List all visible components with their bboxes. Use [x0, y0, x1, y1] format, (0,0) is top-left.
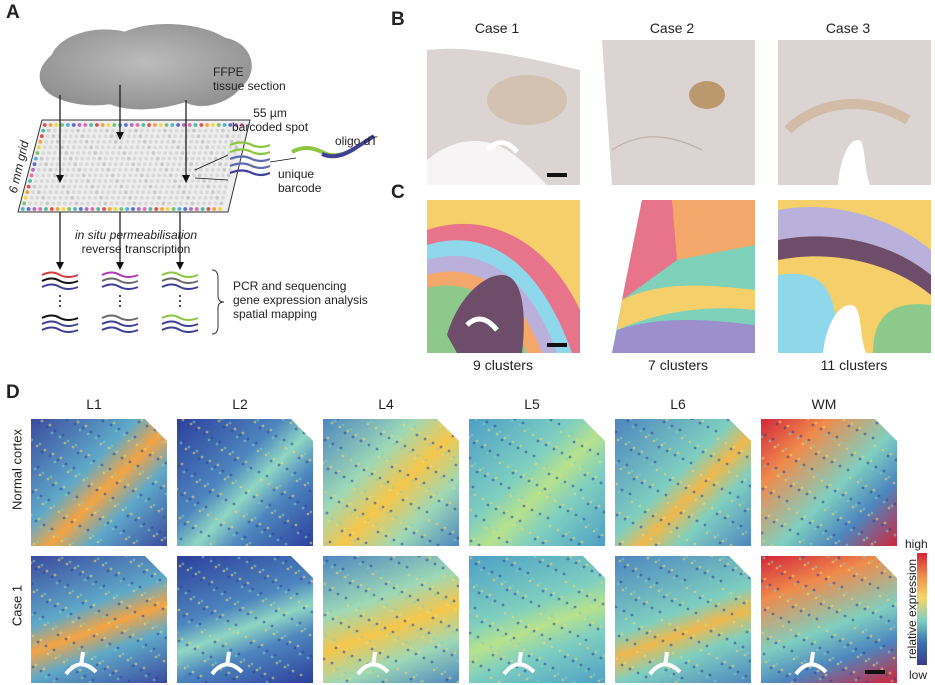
expression-map-l1-case-1: [31, 556, 167, 683]
expression-map-l4-case-1: [323, 556, 459, 683]
column-title-l6: L6: [670, 396, 686, 412]
expression-map-l5-case-1: [469, 556, 605, 683]
cluster-map-case-1: [427, 200, 580, 353]
expression-map-l6-case-1: [615, 556, 751, 683]
expression-map-l1-normal-cortex: [31, 419, 167, 546]
histology-image-case-3: [778, 40, 931, 185]
expression-map-l5-normal-cortex: [469, 419, 605, 546]
panel-label-d: D: [6, 382, 20, 403]
colorbar-low-label: low: [909, 668, 928, 682]
spatial-mapping-label: spatial mapping: [233, 307, 318, 321]
tissue-section-shape: [39, 24, 252, 110]
expression-map-l6-normal-cortex: [615, 419, 751, 546]
barcode-label-line2: barcode: [278, 181, 322, 195]
column-title-wm: WM: [811, 396, 837, 412]
case-title-3: Case 3: [825, 20, 871, 36]
column-title-l1: L1: [86, 396, 102, 412]
colorbar-title: relative expression: [905, 558, 919, 659]
spot-size-label: 55 µm: [253, 106, 287, 120]
reverse-transcription-label: reverse transcription: [81, 242, 191, 256]
case-title-2: Case 2: [649, 20, 695, 36]
column-title-l4: L4: [378, 396, 394, 412]
column-title-l2: L2: [232, 396, 248, 412]
histology-image-case-1: [427, 40, 580, 185]
row-label-case-1: Case 1: [9, 584, 25, 627]
cluster-count-case-1: 9 clusters: [473, 357, 533, 373]
column-title-l5: L5: [524, 396, 540, 412]
row-label-normal-cortex: Normal cortex: [9, 429, 25, 510]
tissue-label-line2: tissue section: [213, 79, 286, 93]
case-title-1: Case 1: [474, 20, 520, 36]
histology-image-case-2: [602, 40, 755, 185]
tissue-label-line1: FFPE: [213, 65, 244, 79]
panel-label-a: A: [6, 2, 20, 23]
spot-grid: [17, 119, 251, 213]
barcode-label-line1: unique: [278, 167, 315, 181]
oligo-label: oligo dT: [335, 134, 378, 148]
expression-map-wm-normal-cortex: [761, 419, 897, 546]
permeabilisation-label: in situ permeabilisation: [74, 228, 198, 242]
expression-map-l4-normal-cortex: [323, 419, 459, 546]
colorbar: [917, 553, 927, 665]
pcr-label: PCR and sequencing: [233, 279, 347, 293]
panel-label-b: B: [391, 9, 405, 30]
spot-label: barcoded spot: [232, 120, 309, 134]
cluster-count-case-2: 7 clusters: [648, 357, 708, 373]
expression-map-l2-case-1: [177, 556, 313, 683]
expression-map-l2-normal-cortex: [177, 419, 313, 546]
colorbar-high-label: high: [905, 537, 928, 551]
cluster-map-case-3: [778, 200, 931, 353]
cluster-map-case-2: [602, 200, 755, 353]
panel-a-schematic: [17, 24, 376, 335]
expression-analysis-label: gene expression analysis: [233, 293, 368, 307]
expression-map-wm-case-1: [761, 556, 897, 683]
cluster-count-case-3: 11 clusters: [820, 357, 888, 373]
panel-label-c: C: [391, 182, 405, 203]
